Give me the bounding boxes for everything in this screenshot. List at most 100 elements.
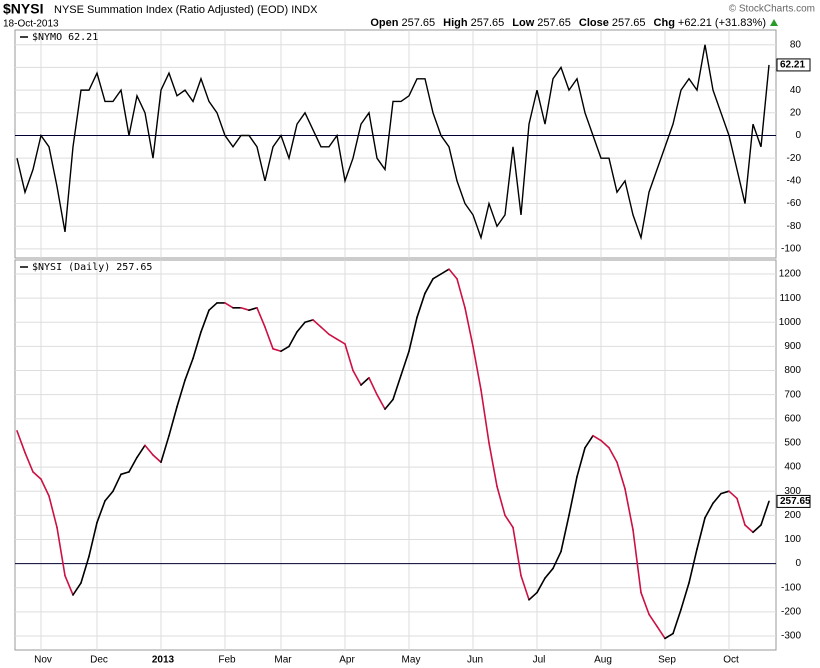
y-tick-label: 600 — [784, 413, 801, 424]
line-segment — [648, 613, 658, 628]
price-box — [776, 58, 811, 72]
line-segment — [672, 608, 682, 635]
line-segment — [424, 278, 434, 295]
line-segment — [280, 345, 290, 353]
line-segment — [96, 500, 106, 524]
line-segment — [704, 502, 714, 519]
line-segment — [88, 521, 98, 558]
y-tick-label: 100 — [784, 534, 801, 545]
line-segment — [360, 376, 370, 386]
x-tick-label: Sep — [658, 655, 676, 666]
line-segment — [208, 302, 218, 311]
y-tick-label: 500 — [784, 438, 801, 449]
line-segment — [352, 369, 362, 386]
line-segment — [712, 492, 722, 505]
price-label: 257.65 — [780, 496, 811, 507]
line-segment — [40, 478, 50, 497]
quote-label: Open — [370, 17, 398, 29]
quote-value: +62.21 (+31.83%) — [678, 17, 766, 29]
line — [16, 44, 770, 241]
y-tick-label: 80 — [790, 39, 802, 50]
line-segment — [416, 292, 426, 319]
line-segment — [736, 497, 746, 526]
line-segment — [528, 591, 538, 601]
quote-label: High — [443, 17, 468, 29]
line-segment — [224, 302, 234, 309]
y-tick-label: -300 — [781, 631, 801, 642]
line-segment — [696, 516, 706, 550]
line-segment — [240, 306, 250, 311]
y-tick-label: -20 — [787, 153, 802, 164]
line-segment — [512, 526, 522, 577]
line-segment — [336, 338, 346, 345]
line-segment — [448, 268, 458, 280]
y-tick-label: 400 — [784, 462, 801, 473]
y-tick-label: -60 — [787, 198, 802, 209]
legend-value: 257.65 — [116, 262, 152, 273]
x-tick-label: Oct — [723, 655, 739, 666]
x-tick-label: 2013 — [152, 655, 175, 666]
line-segment — [496, 485, 506, 517]
line-segment — [144, 444, 154, 456]
line-segment — [432, 273, 442, 280]
line-segment — [464, 306, 474, 348]
quote-value: 257.65 — [612, 17, 646, 29]
line-segment — [456, 278, 466, 309]
line-segment — [328, 333, 338, 340]
line-segment — [56, 526, 66, 577]
line-segment — [624, 487, 634, 531]
up-arrow — [770, 19, 778, 26]
line-segment — [376, 393, 386, 410]
x-tick-label: May — [402, 655, 421, 666]
quote-value: 257.65 — [537, 17, 571, 29]
line-segment — [32, 471, 42, 480]
quote-label: Close — [579, 17, 609, 29]
quote-value: 257.65 — [471, 17, 505, 29]
legend-name: $NYSI (Daily) — [32, 262, 110, 273]
line-segment — [568, 475, 578, 517]
line-segment — [304, 319, 314, 324]
line-segment — [656, 625, 666, 640]
line-segment — [592, 434, 602, 442]
line-segment — [64, 574, 74, 596]
price-box — [776, 494, 811, 508]
y-tick-label: 800 — [784, 365, 801, 376]
legend-value: 62.21 — [68, 32, 98, 43]
line-segment — [680, 582, 690, 611]
line-segment — [288, 331, 298, 348]
y-tick-label: 1100 — [779, 293, 801, 304]
line-segment — [664, 632, 674, 640]
x-tick-label: Dec — [90, 655, 108, 666]
line-segment — [264, 326, 274, 350]
line-segment — [728, 490, 738, 500]
line-segment — [200, 309, 210, 333]
index-name: NYSE Summation Index (Ratio Adjusted) (E… — [54, 4, 318, 16]
line-segment — [176, 379, 186, 408]
symbol: $NYSI — [3, 1, 43, 17]
line-segment — [24, 451, 34, 473]
y-tick-label: 300 — [784, 486, 801, 497]
line-segment — [760, 500, 770, 526]
y-tick-label: 40 — [790, 85, 802, 96]
line-segment — [440, 268, 450, 275]
y-tick-label: 200 — [784, 510, 801, 521]
line-segment — [520, 574, 530, 601]
quote-label: Low — [512, 17, 534, 29]
line-segment — [608, 446, 618, 464]
x-tick-label: Apr — [339, 655, 355, 666]
line-segment — [384, 398, 394, 410]
line-segment — [488, 442, 498, 488]
line-segment — [600, 439, 610, 449]
line-segment — [632, 529, 642, 594]
y-tick-label: -200 — [781, 607, 801, 618]
x-tick-label: Nov — [34, 655, 52, 666]
quote: Open 257.65 High 257.65 Low 257.65 Close 257.65… — [370, 17, 766, 29]
line-segment — [400, 350, 410, 377]
line-segment — [112, 473, 122, 493]
y-tick-label: 0 — [795, 130, 801, 141]
line-segment — [536, 577, 546, 594]
line-segment — [344, 343, 354, 372]
line-segment — [272, 348, 282, 353]
line-segment — [544, 567, 554, 579]
